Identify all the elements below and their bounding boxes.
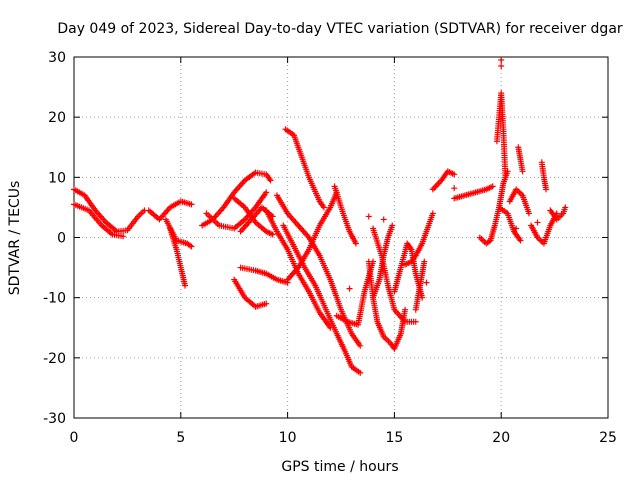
x-axis-label: GPS time / hours	[281, 459, 398, 475]
data-point-track-2	[188, 201, 195, 208]
data-point-7	[513, 225, 520, 232]
x-tick-label: 20	[492, 430, 510, 446]
data-point-track-1	[120, 233, 127, 240]
data-point-track-20	[412, 318, 419, 325]
data-point-track-22	[429, 210, 436, 217]
axis-ticks: 0 5 10 15 20 25 -30 -20 -10 0 10 20 30	[43, 50, 617, 446]
data-point-track-29	[525, 210, 532, 217]
y-tick-label: 0	[57, 231, 66, 247]
data-point-track-6	[263, 189, 270, 196]
data-point-0	[498, 57, 505, 64]
data-series-sdtvar	[71, 57, 569, 376]
data-point-track-33	[562, 204, 569, 211]
y-axis-label: SDTVAR / TECUs	[7, 181, 23, 296]
data-point-track-24	[451, 171, 458, 178]
data-point-1	[498, 63, 505, 70]
data-point-track-11	[357, 342, 364, 349]
x-tick-label: 5	[176, 430, 185, 446]
data-point-track-23	[421, 258, 428, 265]
x-tick-label: 0	[70, 430, 79, 446]
grid-lines	[74, 57, 608, 418]
data-point-track-15	[320, 204, 327, 211]
y-tick-label: -10	[43, 291, 66, 307]
data-point-track-16	[352, 240, 359, 247]
data-point-track-30	[519, 168, 526, 175]
data-point-6	[423, 279, 430, 286]
data-point-track-13	[327, 324, 334, 331]
data-point-track-3	[182, 282, 189, 289]
data-point-4	[346, 285, 353, 292]
y-tick-label: 10	[48, 170, 66, 186]
data-point-3	[451, 185, 458, 192]
y-tick-label: 30	[48, 50, 66, 66]
chart-title: Day 049 of 2023, Sidereal Day-to-day VTE…	[57, 21, 623, 37]
data-point-track-9	[263, 300, 270, 307]
y-tick-label: 20	[48, 110, 66, 126]
x-tick-label: 15	[385, 430, 403, 446]
x-tick-label: 25	[599, 430, 617, 446]
x-tick-label: 10	[279, 430, 297, 446]
data-point-track-32	[543, 186, 550, 193]
y-tick-label: -30	[43, 411, 66, 427]
data-point-track-27	[502, 174, 509, 181]
data-point-track-25	[489, 183, 496, 190]
data-point-track-19	[402, 306, 409, 313]
data-point-track-4	[188, 243, 195, 250]
data-point-track-5	[267, 177, 274, 184]
y-tick-label: -20	[43, 351, 66, 367]
data-point-5	[380, 216, 387, 223]
data-point-track-12	[357, 369, 364, 376]
data-point-8	[534, 219, 541, 226]
data-point-track-18	[389, 222, 396, 229]
data-point-track-28	[517, 237, 524, 244]
data-point-2	[365, 213, 372, 220]
data-point-track-7	[269, 231, 276, 238]
